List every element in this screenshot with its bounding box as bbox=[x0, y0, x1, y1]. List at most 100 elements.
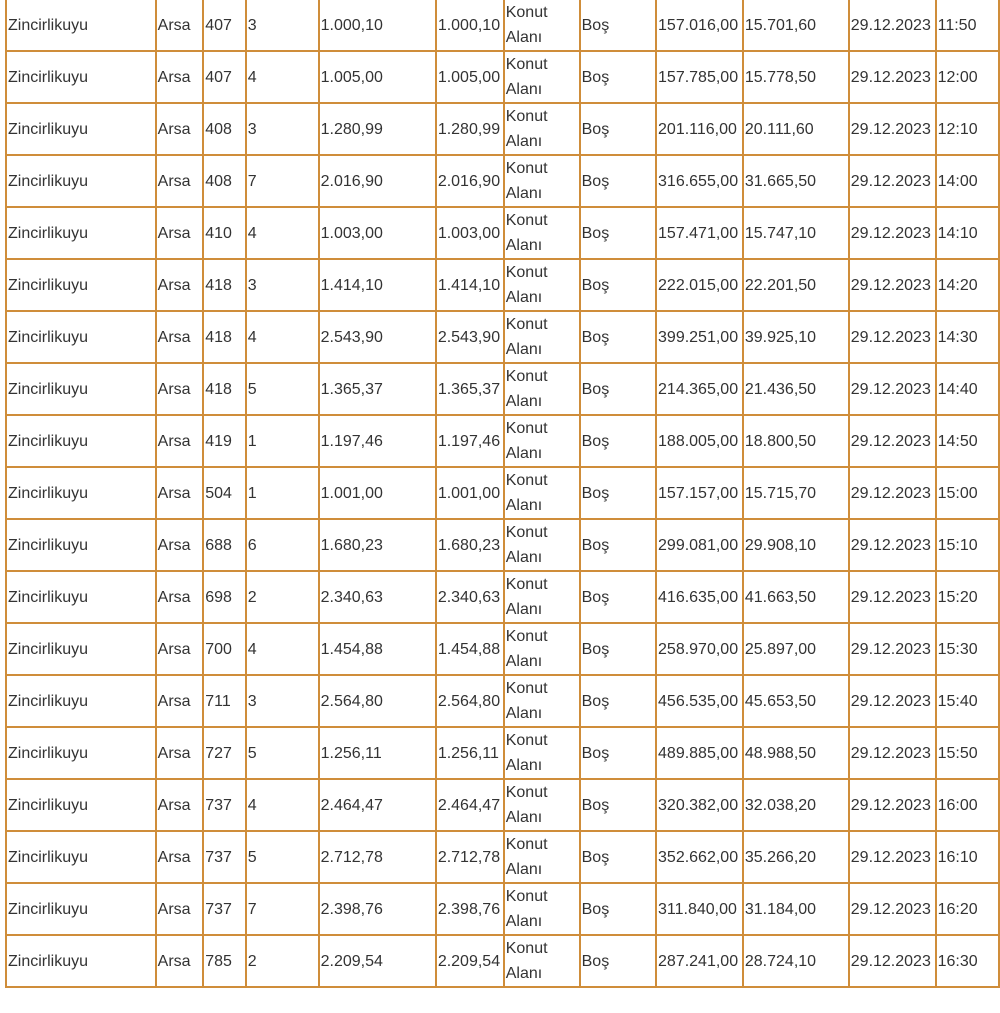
cell-estimated-value: 188.005,00 bbox=[655, 414, 744, 468]
cell-date: 29.12.2023 bbox=[847, 362, 937, 416]
cell-area: 1.005,00 bbox=[317, 50, 437, 104]
cell-type: Arsa bbox=[154, 622, 205, 676]
cell-deposit: 15.747,10 bbox=[741, 206, 850, 260]
table-row: Zincirlikuyu Arsa 504 1 1.001,00 1.001,00 Konu… bbox=[5, 466, 1000, 520]
table-row: Zincirlikuyu Arsa 408 3 1.280,99 1.280,99 Konu… bbox=[5, 102, 1000, 156]
cell-location: Zincirlikuyu bbox=[5, 102, 157, 156]
cell-estimated-value: 316.655,00 bbox=[655, 154, 744, 208]
cell-block: 700 bbox=[202, 622, 247, 676]
cell-status: Boş bbox=[578, 622, 658, 676]
cell-status: Boş bbox=[578, 154, 658, 208]
cell-type: Arsa bbox=[154, 258, 205, 312]
cell-area: 2.398,76 bbox=[317, 882, 437, 936]
cell-deposit: 15.715,70 bbox=[741, 466, 850, 520]
cell-parcel: 5 bbox=[244, 830, 320, 884]
cell-zoning: Konut Alanı bbox=[502, 414, 581, 468]
cell-type: Arsa bbox=[154, 674, 205, 728]
cell-location: Zincirlikuyu bbox=[5, 674, 157, 728]
cell-date: 29.12.2023 bbox=[847, 882, 937, 936]
cell-type: Arsa bbox=[154, 362, 205, 416]
cell-deposit: 31.184,00 bbox=[741, 882, 850, 936]
table-row: Zincirlikuyu Arsa 737 4 2.464,47 2.464,47 Konu… bbox=[5, 778, 1000, 832]
cell-estimated-value: 157.016,00 bbox=[655, 0, 744, 52]
cell-estimated-value: 222.015,00 bbox=[655, 258, 744, 312]
cell-status: Boş bbox=[578, 50, 658, 104]
cell-location: Zincirlikuyu bbox=[5, 726, 157, 780]
cell-parcel: 4 bbox=[244, 778, 320, 832]
cell-location: Zincirlikuyu bbox=[5, 50, 157, 104]
cell-parcel: 3 bbox=[244, 0, 320, 52]
cell-parcel: 2 bbox=[244, 570, 320, 624]
cell-share-area: 1.003,00 bbox=[434, 206, 505, 260]
cell-area: 1.000,10 bbox=[317, 0, 437, 52]
cell-deposit: 25.897,00 bbox=[741, 622, 850, 676]
cell-zoning: Konut Alanı bbox=[502, 206, 581, 260]
cell-zoning: Konut Alanı bbox=[502, 882, 581, 936]
cell-status: Boş bbox=[578, 414, 658, 468]
cell-deposit: 35.266,20 bbox=[741, 830, 850, 884]
cell-date: 29.12.2023 bbox=[847, 830, 937, 884]
cell-date: 29.12.2023 bbox=[847, 50, 937, 104]
cell-deposit: 18.800,50 bbox=[741, 414, 850, 468]
cell-estimated-value: 320.382,00 bbox=[655, 778, 744, 832]
cell-status: Boş bbox=[578, 726, 658, 780]
cell-estimated-value: 157.785,00 bbox=[655, 50, 744, 104]
cell-share-area: 2.016,90 bbox=[434, 154, 505, 208]
table-row: Zincirlikuyu Arsa 408 7 2.016,90 2.016,90 Konu… bbox=[5, 154, 1000, 208]
cell-area: 1.256,11 bbox=[317, 726, 437, 780]
cell-block: 418 bbox=[202, 362, 247, 416]
cell-zoning: Konut Alanı bbox=[502, 154, 581, 208]
cell-date: 29.12.2023 bbox=[847, 102, 937, 156]
cell-share-area: 2.564,80 bbox=[434, 674, 505, 728]
cell-time: 12:10 bbox=[934, 102, 1000, 156]
auction-table: Zincirlikuyu Arsa 407 3 1.000,10 1.000,10 Konu… bbox=[5, 0, 1000, 988]
table-row: Zincirlikuyu Arsa 407 4 1.005,00 1.005,00 Konu… bbox=[5, 50, 1000, 104]
cell-block: 410 bbox=[202, 206, 247, 260]
cell-parcel: 5 bbox=[244, 726, 320, 780]
cell-block: 688 bbox=[202, 518, 247, 572]
cell-area: 2.564,80 bbox=[317, 674, 437, 728]
cell-area: 2.712,78 bbox=[317, 830, 437, 884]
cell-area: 2.543,90 bbox=[317, 310, 437, 364]
cell-deposit: 21.436,50 bbox=[741, 362, 850, 416]
cell-share-area: 2.543,90 bbox=[434, 310, 505, 364]
cell-share-area: 2.712,78 bbox=[434, 830, 505, 884]
cell-deposit: 41.663,50 bbox=[741, 570, 850, 624]
cell-type: Arsa bbox=[154, 310, 205, 364]
table-row: Zincirlikuyu Arsa 698 2 2.340,63 2.340,63 Konu… bbox=[5, 570, 1000, 624]
cell-area: 2.209,54 bbox=[317, 934, 437, 988]
cell-estimated-value: 287.241,00 bbox=[655, 934, 744, 988]
cell-time: 12:00 bbox=[934, 50, 1000, 104]
cell-zoning: Konut Alanı bbox=[502, 362, 581, 416]
cell-parcel: 3 bbox=[244, 258, 320, 312]
cell-date: 29.12.2023 bbox=[847, 0, 937, 52]
table-row: Zincirlikuyu Arsa 737 7 2.398,76 2.398,76 Konu… bbox=[5, 882, 1000, 936]
cell-zoning: Konut Alanı bbox=[502, 726, 581, 780]
cell-date: 29.12.2023 bbox=[847, 518, 937, 572]
cell-estimated-value: 399.251,00 bbox=[655, 310, 744, 364]
cell-area: 2.340,63 bbox=[317, 570, 437, 624]
cell-type: Arsa bbox=[154, 518, 205, 572]
table-row: Zincirlikuyu Arsa 418 3 1.414,10 1.414,10 Konu… bbox=[5, 258, 1000, 312]
cell-status: Boş bbox=[578, 570, 658, 624]
cell-date: 29.12.2023 bbox=[847, 154, 937, 208]
cell-block: 407 bbox=[202, 0, 247, 52]
cell-type: Arsa bbox=[154, 466, 205, 520]
cell-date: 29.12.2023 bbox=[847, 726, 937, 780]
cell-deposit: 32.038,20 bbox=[741, 778, 850, 832]
cell-estimated-value: 157.157,00 bbox=[655, 466, 744, 520]
table-body: Zincirlikuyu Arsa 407 3 1.000,10 1.000,10 Konu… bbox=[5, 0, 1000, 988]
cell-time: 16:10 bbox=[934, 830, 1000, 884]
cell-location: Zincirlikuyu bbox=[5, 934, 157, 988]
cell-status: Boş bbox=[578, 882, 658, 936]
cell-deposit: 48.988,50 bbox=[741, 726, 850, 780]
cell-area: 1.414,10 bbox=[317, 258, 437, 312]
cell-share-area: 1.256,11 bbox=[434, 726, 505, 780]
cell-type: Arsa bbox=[154, 726, 205, 780]
cell-location: Zincirlikuyu bbox=[5, 0, 157, 52]
cell-parcel: 4 bbox=[244, 206, 320, 260]
cell-zoning: Konut Alanı bbox=[502, 830, 581, 884]
cell-share-area: 1.197,46 bbox=[434, 414, 505, 468]
cell-area: 1.454,88 bbox=[317, 622, 437, 676]
cell-block: 698 bbox=[202, 570, 247, 624]
